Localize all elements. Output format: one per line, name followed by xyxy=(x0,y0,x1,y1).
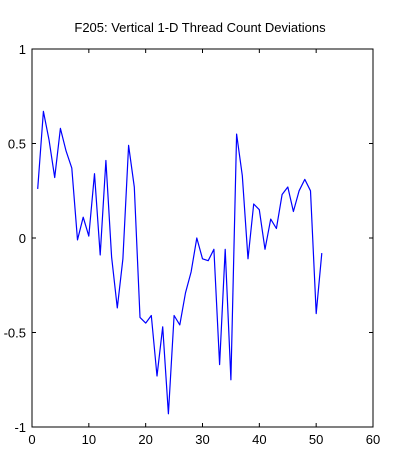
x-tick-label: 30 xyxy=(195,432,209,447)
axes-frame xyxy=(31,48,374,428)
y-tick-label: 0.5 xyxy=(8,137,26,152)
x-tick-label: 20 xyxy=(138,432,152,447)
x-tick-label: 10 xyxy=(82,432,96,447)
y-tick-label: -0.5 xyxy=(4,326,26,341)
x-tick-label: 60 xyxy=(366,432,380,447)
axis-tick-labels: 0 10 20 30 40 50 60 -1 -0.5 0 0.5 1 xyxy=(4,42,381,447)
y-tick-label: 1 xyxy=(19,42,26,57)
x-tick-label: 50 xyxy=(309,432,323,447)
axis-ticks xyxy=(31,48,374,428)
chart-title: F205: Vertical 1-D Thread Count Deviatio… xyxy=(74,20,326,35)
series-layer xyxy=(37,110,323,415)
plot-area: 0 10 20 30 40 50 60 -1 -0.5 0 0.5 1 xyxy=(4,42,381,447)
x-tick-label: 40 xyxy=(252,432,266,447)
y-tick-label: -1 xyxy=(14,420,26,435)
y-tick-label: 0 xyxy=(19,231,26,246)
series-line xyxy=(37,110,323,415)
x-tick-label: 0 xyxy=(28,432,35,447)
